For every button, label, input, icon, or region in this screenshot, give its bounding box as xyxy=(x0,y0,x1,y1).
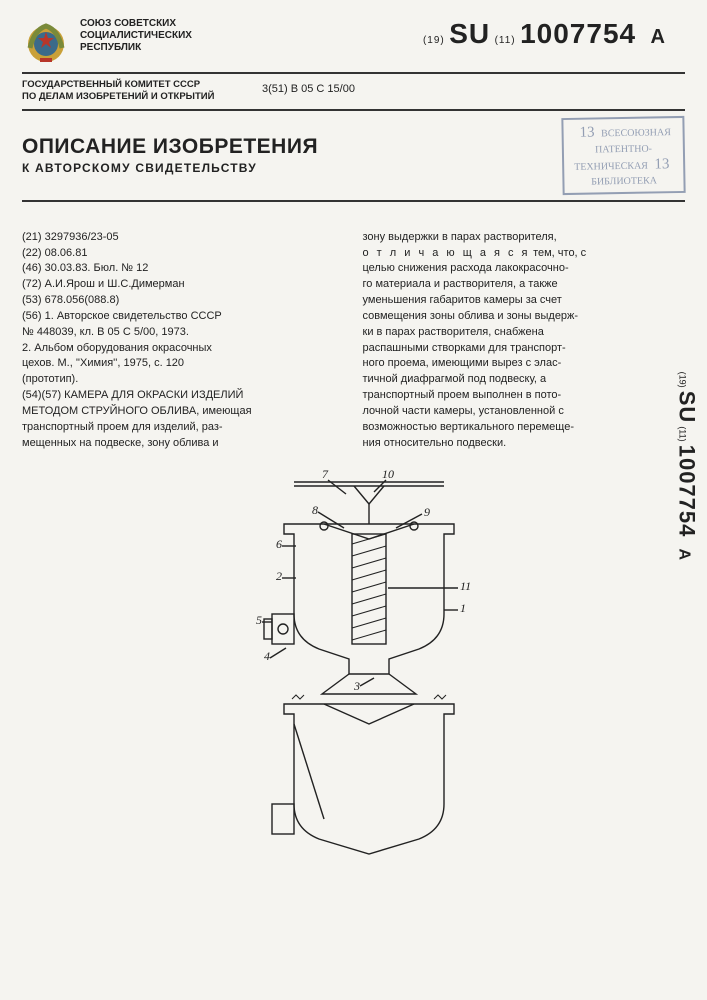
svg-text:10: 10 xyxy=(382,467,394,481)
patent-suffix: A xyxy=(651,26,665,48)
right-column: зону выдержки в парах растворителя, о т … xyxy=(363,230,686,452)
document-title: ОПИСАНИЕ ИЗОБРЕТЕНИЯ xyxy=(22,135,550,159)
stamp-line4: БИБЛИОТЕКА xyxy=(591,175,657,187)
body-columns: (21) 3297936/23-05 (22) 08.06.81 (46) 30… xyxy=(22,230,685,452)
svg-text:1: 1 xyxy=(460,601,466,615)
abstract-line: тичной диафрагмой под подвеску, а xyxy=(363,372,686,387)
svg-text:3: 3 xyxy=(353,679,360,693)
side-number: 1007754 xyxy=(674,445,699,538)
union-label: СОЮЗ СОВЕТСКИХ СОЦИАЛИСТИЧЕСКИХ РЕСПУБЛИ… xyxy=(80,18,200,54)
abstract-line: целью снижения расхода лакокрасочно- xyxy=(363,261,686,276)
ussr-emblem-icon xyxy=(22,18,70,66)
biblio-line: цехов. М., ''Химия'', 1975, с. 120 xyxy=(22,356,345,371)
abstract-line: уменьшения габаритов камеры за счет xyxy=(363,293,686,308)
document-subtitle: К АВТОРСКОМУ СВИДЕТЕЛЬСТВУ xyxy=(22,161,550,175)
svg-text:2: 2 xyxy=(276,569,282,583)
abstract-line: распашными створками для транспорт- xyxy=(363,341,686,356)
patent-number-block: (19) SU (11) 1007754 A xyxy=(210,18,685,50)
code-mid: (11) xyxy=(495,35,516,46)
svg-text:5: 5 xyxy=(256,613,262,627)
abstract-line: о т л и ч а ю щ а я с я тем, что, с xyxy=(363,246,686,261)
abstract-line: совмещения зоны облива и зоны выдерж- xyxy=(363,309,686,324)
biblio-line: (53) 678.056(088.8) xyxy=(22,293,345,308)
abstract-line: зону выдержки в парах растворителя, xyxy=(363,230,686,245)
title-row: ОПИСАНИЕ ИЗОБРЕТЕНИЯ К АВТОРСКОМУ СВИДЕТ… xyxy=(22,111,685,202)
svg-text:8: 8 xyxy=(312,503,318,517)
abstract-line: транспортный проем для изделий, раз- xyxy=(22,420,345,435)
abstract-line: МЕТОДОМ СТРУЙНОГО ОБЛИВА, имеющая xyxy=(22,404,345,419)
abstract-line: ки в парах растворителя, снабжена xyxy=(363,325,686,340)
biblio-line: (прототип). xyxy=(22,372,345,387)
header-second-row: ГОСУДАРСТВЕННЫЙ КОМИТЕТ СССР ПО ДЕЛАМ ИЗ… xyxy=(22,74,685,111)
patent-number: 1007754 xyxy=(520,18,636,49)
library-stamp: 13 ВСЕСОЮЗНАЯ ПАТЕНТНО- ТЕХНИЧЕСКАЯ 13 Б… xyxy=(561,116,686,195)
svg-text:4: 4 xyxy=(264,649,270,663)
abstract-line: мещенных на подвеске, зону облива и xyxy=(22,436,345,451)
side-patent-label: (19) SU (11) 1007754 A xyxy=(673,372,699,560)
svg-text:7: 7 xyxy=(322,467,329,481)
side-mid: (11) xyxy=(677,426,687,441)
biblio-line: (56) 1. Авторское свидетельство СССР xyxy=(22,309,345,324)
side-country: SU xyxy=(674,391,699,424)
committee-label: ГОСУДАРСТВЕННЫЙ КОМИТЕТ СССР ПО ДЕЛАМ ИЗ… xyxy=(22,79,242,104)
stamp-number-left: 13 xyxy=(575,123,598,143)
biblio-line: (21) 3297936/23-05 xyxy=(22,230,345,245)
abstract-line: возможностью вертикального перемеще- xyxy=(363,420,686,435)
side-suffix: A xyxy=(675,548,692,560)
country-code: SU xyxy=(449,18,490,49)
side-prefix: (19) xyxy=(677,372,687,388)
abstract-line: лочной части камеры, установленной с xyxy=(363,404,686,419)
svg-text:9: 9 xyxy=(424,505,430,519)
technical-figure: 7 10 8 9 6 2 5 4 3 11 1 xyxy=(22,464,685,889)
classification-code: 3(51) В 05 С 15/00 xyxy=(242,79,355,104)
abstract-line: ного проема, имеющими вырез с элас- xyxy=(363,356,686,371)
left-column: (21) 3297936/23-05 (22) 08.06.81 (46) 30… xyxy=(22,230,345,452)
abstract-line: го материала и растворителя, а также xyxy=(363,277,686,292)
biblio-line: (72) А.И.Ярош и Ш.С.Димерман xyxy=(22,277,345,292)
stamp-number-right: 13 xyxy=(650,154,673,174)
abstract-line: транспортный проем выполнен в пото- xyxy=(363,388,686,403)
svg-text:11: 11 xyxy=(460,579,471,593)
stamp-line3: ТЕХНИЧЕСКАЯ xyxy=(574,160,648,172)
stamp-line2: ПАТЕНТНО- xyxy=(595,143,652,155)
svg-text:6: 6 xyxy=(276,537,282,551)
biblio-line: (22) 08.06.81 xyxy=(22,246,345,261)
abstract-line: ния относительно подвески. xyxy=(363,436,686,451)
code-prefix: (19) xyxy=(423,35,445,46)
biblio-line: 2. Альбом оборудования окрасочных xyxy=(22,341,345,356)
stamp-line1: ВСЕСОЮЗНАЯ xyxy=(601,127,671,139)
biblio-line: № 448039, кл. В 05 С 5/00, 1973. xyxy=(22,325,345,340)
header-top-row: СОЮЗ СОВЕТСКИХ СОЦИАЛИСТИЧЕСКИХ РЕСПУБЛИ… xyxy=(22,18,685,74)
abstract-line: (54)(57) КАМЕРА ДЛЯ ОКРАСКИ ИЗДЕЛИЙ xyxy=(22,388,345,403)
biblio-line: (46) 30.03.83. Бюл. № 12 xyxy=(22,261,345,276)
